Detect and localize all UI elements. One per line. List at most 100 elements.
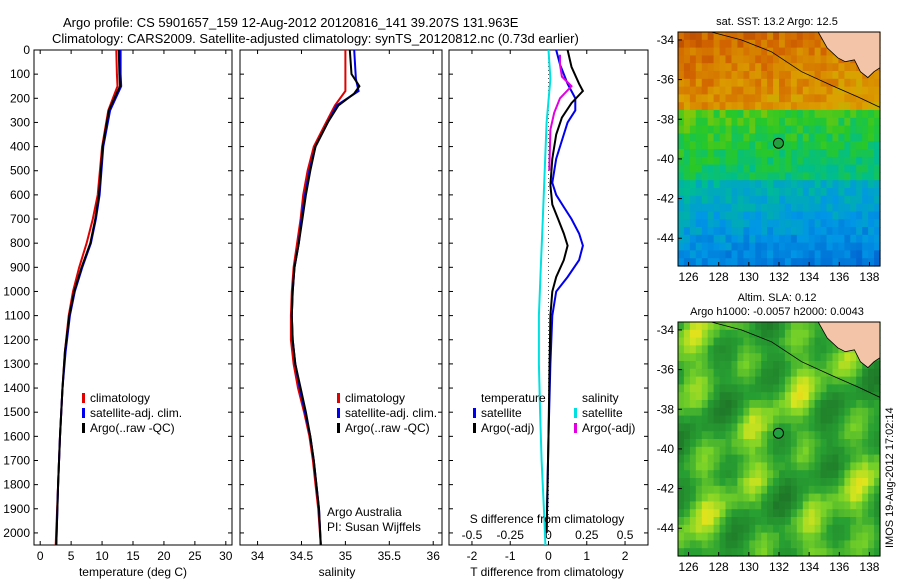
map-cell — [802, 485, 810, 495]
map-cell — [790, 384, 798, 393]
map-cell — [784, 133, 792, 142]
map-cell — [850, 86, 857, 95]
map-cell — [820, 203, 828, 212]
map-cell — [814, 368, 822, 378]
map-cell — [856, 234, 863, 244]
map-cell — [838, 141, 845, 150]
map-cell — [850, 125, 857, 134]
map-cell — [814, 133, 822, 142]
map-cell — [743, 156, 750, 166]
map-cell — [838, 188, 845, 197]
map-cell — [701, 329, 709, 339]
map-cell — [707, 353, 715, 362]
map-cell — [707, 501, 715, 510]
map-cell — [874, 180, 881, 189]
map-cell — [719, 172, 727, 181]
map-cell — [737, 102, 744, 111]
map-cell — [868, 384, 875, 393]
map-cell — [683, 493, 691, 502]
map-cell — [707, 211, 715, 220]
depth-tick-label: 1900 — [3, 502, 30, 516]
map-cell — [773, 164, 780, 173]
temperature-x-tick-label: 30 — [219, 549, 233, 563]
map-cell — [737, 47, 744, 56]
map-cell — [761, 242, 768, 251]
map-cell — [790, 337, 798, 346]
map-cell — [761, 478, 768, 487]
map-cell — [695, 400, 703, 409]
map-cell — [701, 63, 709, 72]
salinity-series-2 — [290, 49, 361, 546]
map-cell — [850, 446, 857, 456]
map-cell — [755, 485, 762, 495]
map-cell — [868, 478, 875, 487]
map-cell — [725, 47, 732, 56]
map-cell — [743, 211, 750, 220]
map-cell — [826, 501, 833, 510]
map-cell — [779, 55, 786, 64]
map-cell — [844, 462, 851, 471]
map-cell — [767, 345, 774, 354]
map-cell — [850, 110, 857, 119]
map-cell — [790, 195, 798, 205]
map-cell — [779, 462, 786, 471]
map-cell — [856, 219, 863, 228]
map-cell — [725, 446, 732, 456]
map-cell — [784, 63, 792, 72]
map-cell — [838, 540, 845, 549]
difference-xlabel-bottom: T difference from climatology — [470, 565, 624, 579]
map-cell — [796, 63, 804, 72]
map-cell — [719, 517, 727, 526]
map-cell — [790, 227, 798, 236]
map-cell — [689, 141, 697, 150]
map-cell — [761, 71, 768, 80]
salinity-legend-argo: Argo(..raw -QC) — [345, 421, 430, 435]
map-cell — [761, 415, 768, 424]
map-cell — [838, 180, 845, 189]
map-cell — [784, 423, 792, 432]
map-cell — [713, 540, 721, 549]
map-cell — [773, 110, 780, 119]
map-cell — [773, 439, 780, 448]
salinity-x-tick-label: 34 — [251, 549, 265, 563]
map-cell — [826, 376, 833, 385]
map-cell — [719, 509, 727, 518]
map-cell — [713, 172, 721, 181]
map-cell — [731, 110, 738, 119]
map-cell — [695, 462, 703, 471]
map-cell — [856, 141, 863, 150]
map-cell — [808, 361, 816, 370]
map-cell — [695, 431, 703, 440]
map-cell — [868, 149, 875, 158]
map-cell — [689, 110, 697, 119]
map-cell — [773, 133, 780, 142]
map-cell — [790, 133, 798, 142]
map-cell — [862, 250, 869, 259]
map-cell — [826, 195, 833, 205]
map-cell — [761, 509, 768, 518]
lon-tick-label: 136 — [829, 560, 849, 574]
map-cell — [683, 517, 691, 526]
map-cell — [796, 501, 804, 510]
map-cell — [707, 540, 715, 549]
map-cell — [749, 376, 756, 385]
map-cell — [701, 384, 709, 393]
map-cell — [814, 548, 822, 557]
map-cell — [701, 211, 709, 220]
map-cell — [683, 172, 691, 181]
difference-x-tick-label: 1 — [583, 549, 590, 563]
temperature-x-tick-label: 0 — [37, 549, 44, 563]
map-cell — [707, 125, 715, 134]
map-cell — [695, 133, 703, 142]
map-cell — [683, 242, 691, 251]
map-cell — [689, 133, 697, 142]
map-cell — [844, 203, 851, 212]
lat-tick-label: -38 — [657, 112, 675, 126]
map-cell — [802, 400, 810, 409]
map-cell — [779, 180, 786, 189]
map-cell — [856, 211, 863, 220]
map-cell — [767, 117, 774, 127]
map-cell — [683, 400, 691, 409]
map-cell — [832, 86, 839, 95]
map-cell — [784, 219, 792, 228]
